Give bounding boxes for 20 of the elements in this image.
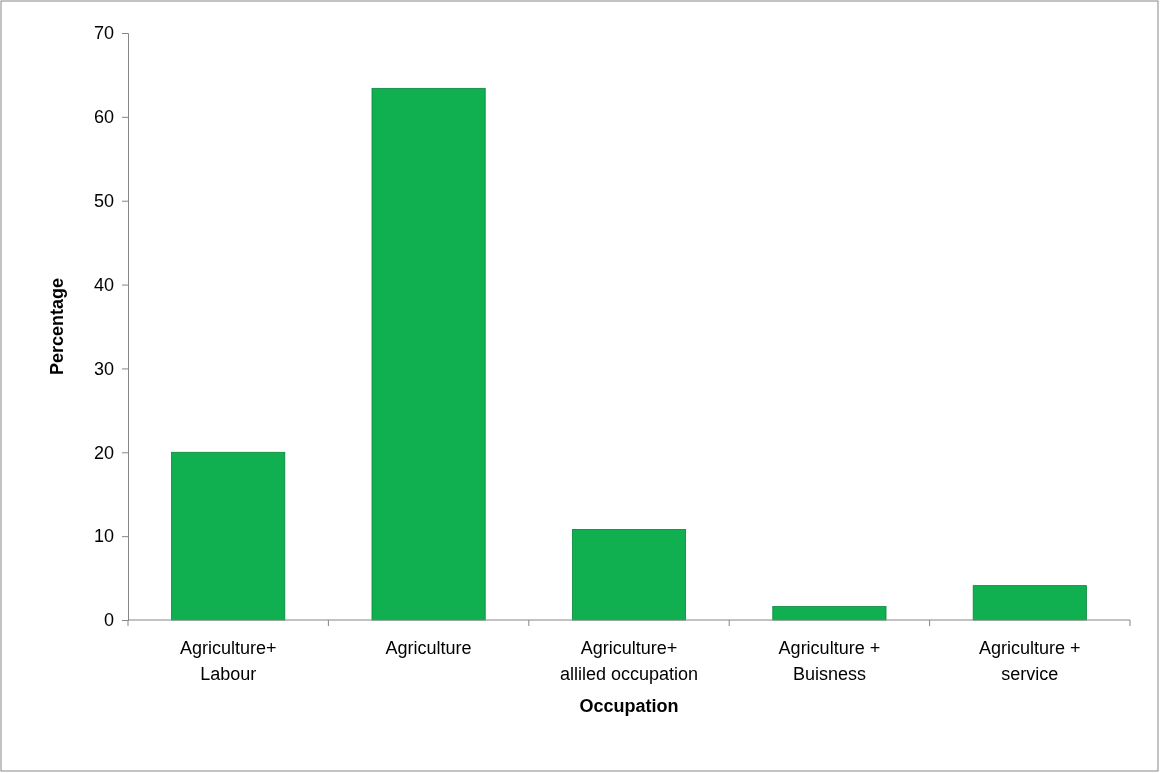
y-tick-label: 70 [93,23,114,44]
bar [571,529,687,621]
y-tick-label: 0 [103,610,114,631]
x-tick-label: Agriculture [385,638,472,658]
y-tick-label: 50 [93,190,114,211]
bar [171,451,286,621]
x-tick-label: Agriculture + Buisness [778,638,881,684]
x-tick-label: Agriculture+ alliled occupation [559,638,699,684]
y-tick-label: 20 [93,442,114,463]
bar [972,585,1087,621]
bar [772,606,887,621]
y-axis-title: Percentage [47,277,67,376]
x-axis-title: Occupation [579,696,679,716]
y-tick-label: 40 [93,274,114,295]
x-tick-label: Agriculture + service [979,638,1081,684]
bar [371,87,486,621]
y-tick-label: 60 [93,107,114,128]
x-tick-label: Agriculture+ Labour [179,638,277,684]
y-tick-label: 10 [93,526,114,547]
y-tick-label: 30 [93,358,114,379]
